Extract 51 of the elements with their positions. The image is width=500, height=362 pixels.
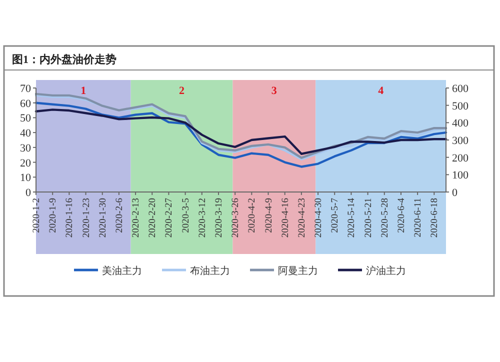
line-series (34, 108, 448, 155)
legend-label: 布油主力 (190, 265, 230, 277)
legend-label: 美油主力 (102, 265, 142, 277)
x-tick-label: 2020-3-5 (181, 198, 192, 233)
x-tick-label: 2020-2-6 (114, 198, 125, 233)
y2-tick-label: 200 (452, 152, 469, 164)
x-tick-label: 2020-4-9 (264, 198, 274, 233)
x-tick-label: 2020-6-18 (430, 198, 440, 238)
band-label: 4 (378, 85, 384, 97)
x-tick-label: 2020-3-19 (214, 198, 224, 238)
legend-label: 阿曼主力 (278, 265, 318, 277)
x-tick-label: 2020-2-13 (132, 198, 142, 238)
y-tick-label: 70 (20, 83, 32, 95)
x-tick-label: 2020-4-23 (297, 198, 308, 238)
y-tick-label: 60 (20, 98, 32, 110)
legend-label: 沪油主力 (366, 265, 406, 277)
x-tick-label: 2020-1-16 (65, 198, 76, 238)
x-tick-label: 2020-4-30 (314, 198, 324, 238)
y-tick-label: 50 (20, 112, 32, 125)
x-tick-label: 2020-6-11 (414, 198, 424, 238)
x-tick-label: 2020-3-12 (198, 198, 208, 238)
y2-tick-label: 300 (452, 135, 469, 147)
x-tick-label: 2020-1-2 (32, 198, 42, 233)
x-tick-label: 2020-4-16 (280, 198, 291, 238)
y-tick-label: 10 (20, 172, 32, 184)
x-tick-label: 2020-5-28 (380, 198, 390, 238)
x-tick-label: 2020-4-2 (248, 198, 258, 233)
x-tick-label: 2020-3-26 (231, 198, 242, 238)
y-tick-label: 40 (20, 128, 32, 140)
band-label: 3 (271, 85, 278, 97)
y2-tick-label: 400 (452, 118, 469, 130)
line-series (34, 102, 448, 168)
x-tick-label: 2020-2-20 (148, 198, 158, 238)
y-tick-label: 30 (20, 142, 32, 154)
y2-tick-label: 600 (452, 83, 469, 95)
x-tick-label: 2020-1-30 (98, 198, 108, 238)
y-tick-label: 0 (26, 187, 32, 199)
x-tick-label: 2020-6-4 (396, 198, 407, 233)
x-tick-label: 2020-5-21 (364, 198, 374, 238)
y2-tick-label: 100 (452, 170, 469, 182)
x-tick-label: 2020-1-23 (82, 198, 92, 238)
x-tick-label: 2020-5-14 (347, 198, 358, 238)
y2-tick-label: 500 (452, 100, 469, 112)
x-tick-label: 2020-2-27 (164, 198, 175, 238)
band-label: 2 (179, 85, 185, 97)
x-tick-label: 2020-1-9 (48, 198, 59, 233)
chart-title: 图1：内外盘油价走势 (12, 53, 116, 66)
band-label: 1 (80, 85, 86, 97)
y2-tick-label: 0 (452, 187, 458, 199)
x-tick-label: 2020-5-7 (330, 198, 341, 233)
y-tick-label: 20 (20, 157, 32, 170)
